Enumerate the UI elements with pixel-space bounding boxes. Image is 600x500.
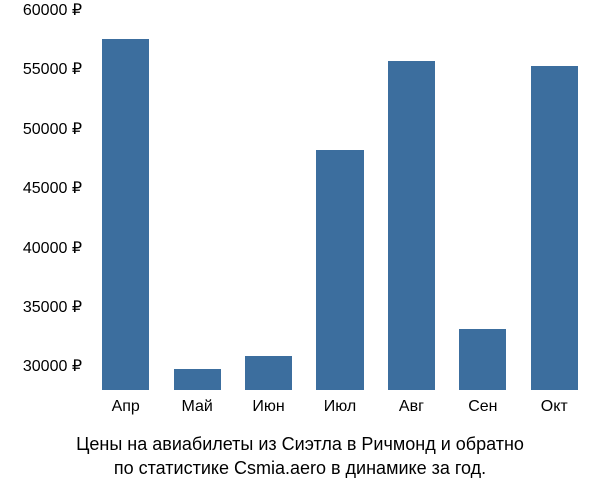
y-tick-label: 35000 ₽ [23,297,90,317]
y-tick-label: 40000 ₽ [23,238,90,258]
bar [459,329,506,390]
caption-line-1: Цены на авиабилеты из Сиэтла в Ричмонд и… [0,432,600,456]
y-tick-label: 45000 ₽ [23,178,90,198]
x-tick-label: Апр [112,390,140,416]
bar [531,66,578,390]
x-tick-label: Сен [468,390,497,416]
x-tick-label: Июн [252,390,284,416]
plot-area: 30000 ₽35000 ₽40000 ₽45000 ₽50000 ₽55000… [90,10,590,390]
bar [102,39,149,391]
bar [174,369,221,390]
x-tick-label: Май [181,390,212,416]
y-tick-label: 55000 ₽ [23,59,90,79]
x-tick-label: Окт [541,390,568,416]
x-tick-label: Июл [324,390,356,416]
bar [388,61,435,390]
bar [245,356,292,390]
x-tick-label: Авг [399,390,424,416]
caption-line-2: по статистике Csmia.aero в динамике за г… [0,456,600,480]
price-chart: 30000 ₽ 35000 ₽ 40000 ₽ 45000 ₽ 50000 ₽ 55000… [0,0,600,500]
y-tick-label: 60000 ₽ [23,0,90,20]
y-tick-label: 30000 ₽ [23,356,90,376]
bar [316,150,363,390]
chart-caption: Цены на авиабилеты из Сиэтла в Ричмонд и… [0,432,600,481]
y-tick-label: 50000 ₽ [23,119,90,139]
